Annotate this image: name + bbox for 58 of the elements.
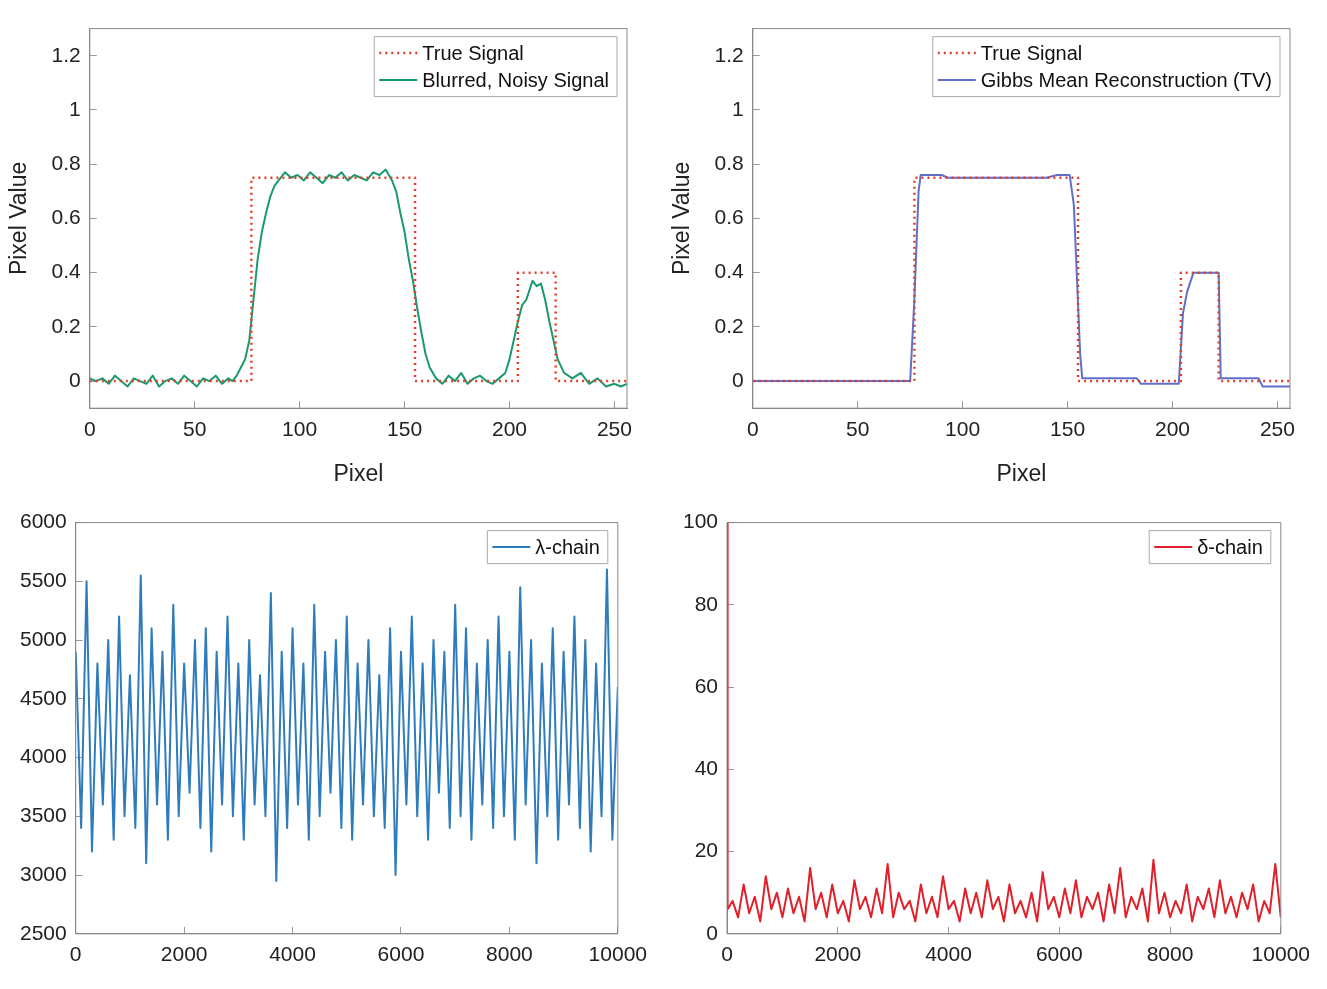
y-tick-label: 1.2 (714, 42, 744, 66)
y-tick-label: 100 (682, 509, 719, 533)
legend-label: Gibbs Mean Reconstruction (TV) (980, 68, 1273, 91)
y-tick-label: 0.2 (51, 313, 81, 337)
legend-label: λ-chain (535, 535, 600, 558)
y-tick-label: 3500 (20, 803, 67, 827)
legend-label: δ-chain (1197, 535, 1263, 558)
x-tick-label: 150 (1050, 416, 1086, 440)
y-tick-label: 4500 (20, 685, 67, 709)
y-tick-label: 6000 (20, 509, 67, 533)
x-tick-label: 250 (1259, 416, 1295, 440)
y-tick-label: 2500 (20, 920, 67, 944)
y-tick-label: 5500 (20, 568, 67, 592)
y-tick-label: 80 (694, 591, 719, 615)
y-tick-label: 0.4 (51, 259, 82, 283)
legend-label: Blurred, Noisy Signal (422, 68, 609, 91)
x-tick-label: 2000 (814, 942, 862, 966)
y-tick-label: 0.2 (714, 313, 744, 337)
x-tick-label: 8000 (486, 942, 533, 966)
y-axis-title: Pixel Value (5, 161, 32, 276)
y-tick-label: 0 (706, 920, 719, 944)
y-tick-label: 40 (694, 756, 719, 780)
x-tick-label: 150 (387, 416, 423, 440)
legend-label: True Signal (980, 41, 1083, 64)
y-tick-label: 4000 (20, 744, 67, 768)
x-tick-label: 6000 (1035, 942, 1083, 966)
y-axis-title: Pixel Value (668, 161, 695, 276)
y-tick-label: 1.2 (51, 42, 81, 66)
x-tick-label: 100 (945, 416, 981, 440)
y-tick-label: 0.6 (51, 205, 81, 229)
y-tick-label: 5000 (20, 626, 67, 650)
y-tick-label: 1 (732, 96, 744, 120)
x-tick-label: 250 (596, 416, 632, 440)
x-axis-title: Pixel (996, 459, 1047, 486)
x-tick-label: 100 (282, 416, 318, 440)
x-tick-label: 200 (491, 416, 528, 440)
y-tick-label: 1 (69, 96, 81, 120)
x-tick-label: 2000 (160, 942, 208, 966)
legend-label: True Signal (422, 41, 524, 64)
x-tick-label: 4000 (269, 942, 316, 966)
x-tick-label: 6000 (377, 942, 425, 966)
y-tick-label: 20 (694, 838, 719, 862)
x-axis-title: Pixel (333, 459, 384, 486)
x-tick-label: 8000 (1146, 942, 1194, 966)
x-tick-label: 10000 (1251, 942, 1311, 966)
y-tick-label: 0 (69, 367, 81, 391)
x-tick-label: 200 (1154, 416, 1191, 440)
y-tick-label: 0.6 (714, 205, 744, 229)
x-tick-label: 50 (846, 416, 870, 440)
y-tick-label: 0.8 (714, 150, 744, 174)
x-tick-label: 10000 (588, 942, 648, 966)
y-tick-label: 3000 (20, 861, 67, 885)
y-tick-label: 0 (732, 367, 744, 391)
y-tick-label: 0.4 (714, 259, 745, 283)
x-tick-label: 4000 (925, 942, 972, 966)
y-tick-label: 0.8 (51, 150, 81, 174)
x-tick-label: 50 (183, 416, 207, 440)
y-tick-label: 60 (694, 673, 719, 697)
